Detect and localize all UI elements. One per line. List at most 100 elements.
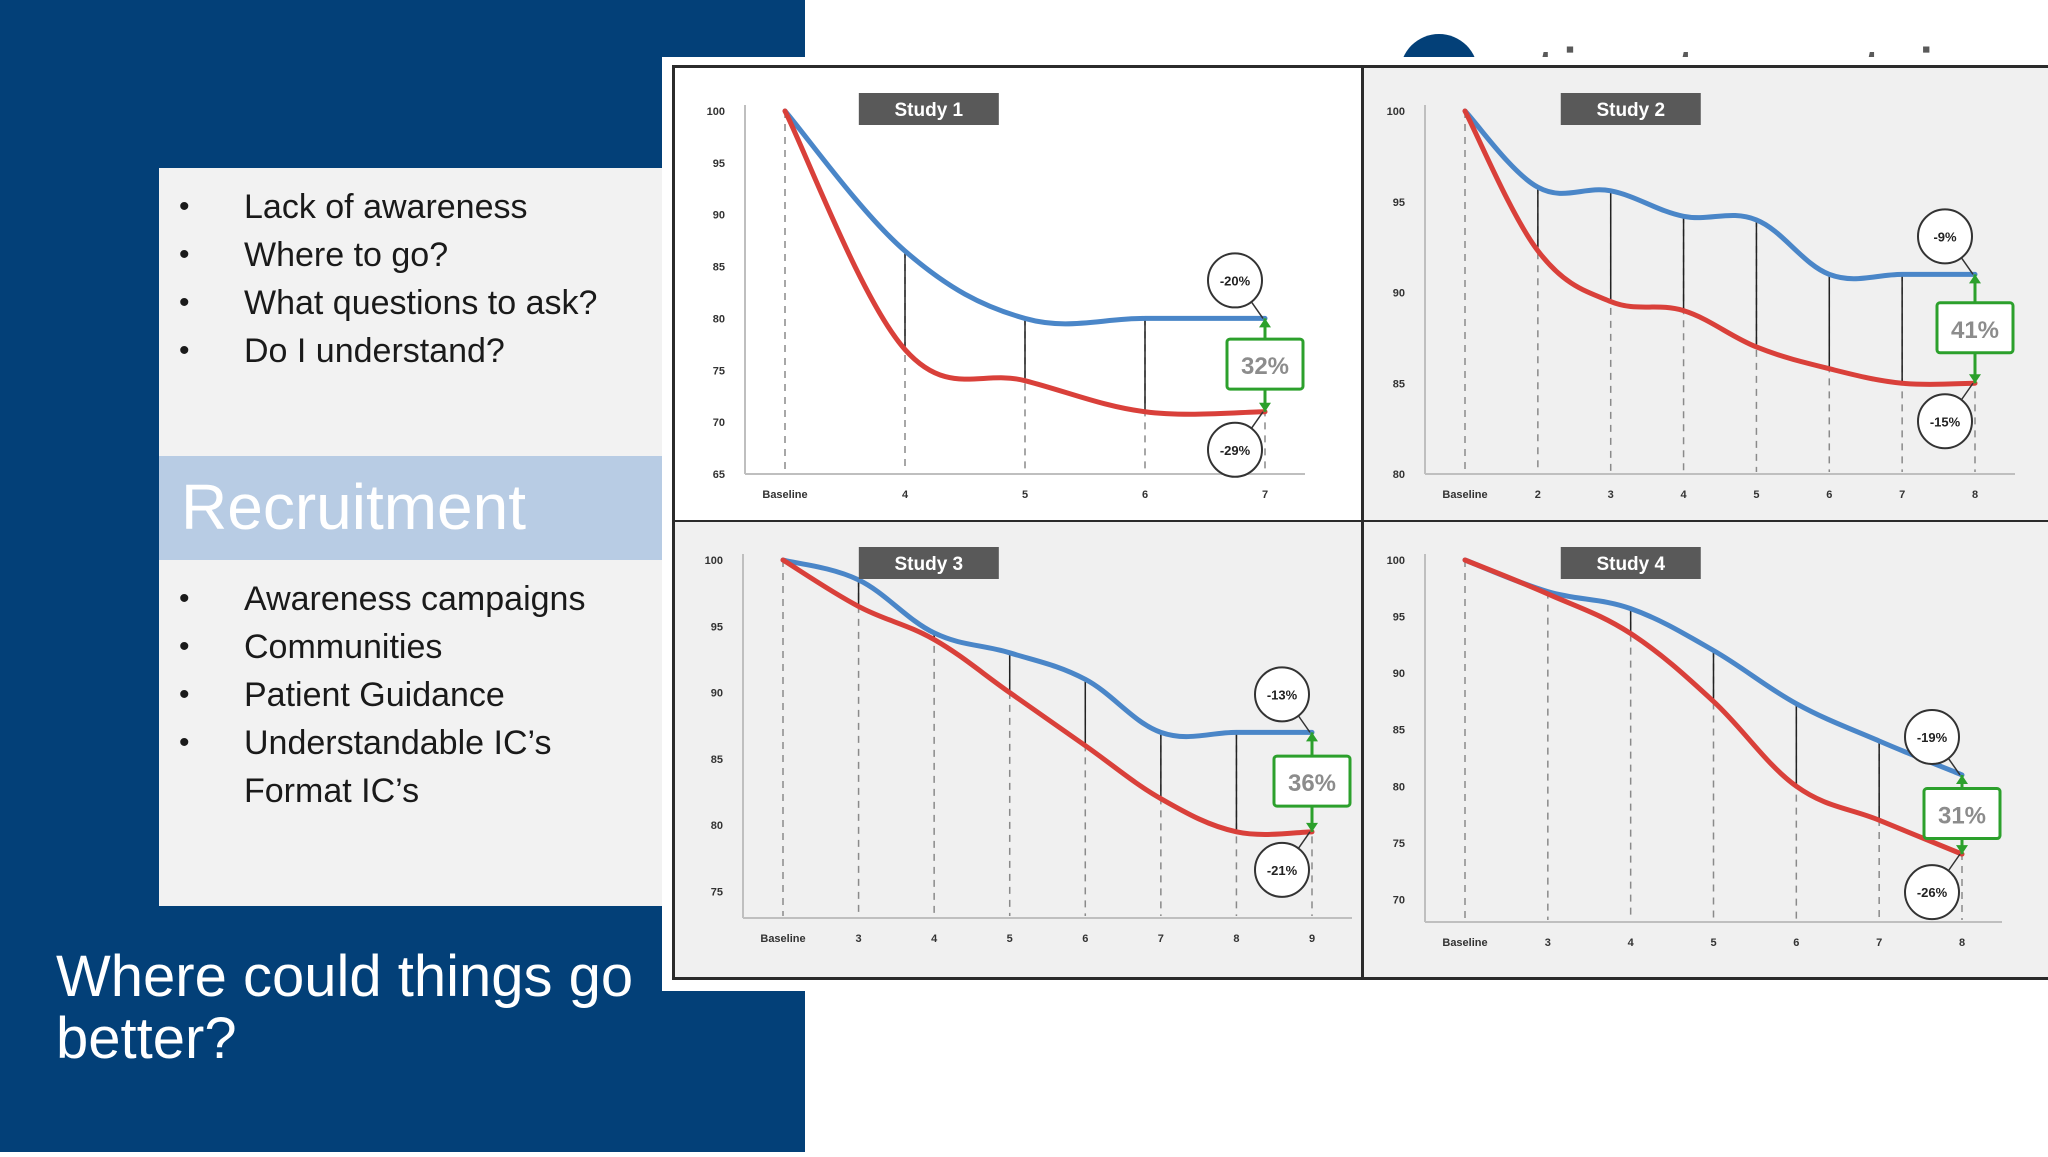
x-tick-label: 8 [1972, 489, 1978, 501]
gap-box [1922, 787, 2002, 841]
x-tick-label: 4 [902, 489, 909, 501]
x-tick-label: 6 [1826, 489, 1832, 501]
study-title: Study 2 [1596, 100, 1665, 121]
y-tick-label: 85 [1393, 725, 1405, 737]
x-tick-label: Baseline [1442, 489, 1487, 501]
x-tick-label: Baseline [760, 933, 805, 945]
x-tick-label: 5 [1753, 489, 1759, 501]
y-tick-label: 95 [711, 621, 723, 633]
callout-bubble [1207, 421, 1263, 478]
gap-percent-label: 41% [1951, 317, 1999, 344]
list-item: • Awareness campaigns [179, 580, 586, 618]
x-tick-label: 8 [1233, 933, 1239, 945]
study-chart-4: 100 95 90 85 80 75 70 Baseline 3 4 5 6 7 8 31% -19% -26%… [1364, 522, 2048, 977]
x-tick-label: Baseline [1442, 937, 1487, 949]
gap-percent-label: 31% [1938, 803, 1986, 830]
gap-box [1225, 337, 1305, 391]
list-item: • Patient Guidance [179, 676, 505, 714]
y-tick-label: 70 [713, 417, 725, 429]
list-item: • Where to go? [179, 236, 449, 274]
y-tick-label: 95 [1393, 197, 1405, 209]
list-item: • Do I understand? [179, 332, 505, 370]
slide-headline: Where could things go better? [56, 944, 634, 1071]
x-tick-label: 7 [1899, 489, 1905, 501]
study-title-box [1560, 547, 1701, 579]
study-title: Study 4 [1596, 554, 1665, 575]
list-item: • What questions to ask? [179, 284, 598, 322]
y-tick-label: 100 [705, 555, 723, 567]
series-line-red [780, 557, 1315, 837]
study-title: Study 3 [895, 554, 964, 575]
study-title: Study 1 [895, 100, 964, 121]
issues-list: • Lack of awareness • Where to go? • What q… [159, 183, 663, 375]
y-tick-label: 90 [1393, 668, 1405, 680]
recruitment-band: Recruitment [159, 456, 663, 560]
x-tick-label: 7 [1262, 489, 1268, 501]
list-item: • Understandable IC’s Format IC’s [179, 724, 552, 810]
y-tick-label: 80 [713, 313, 725, 325]
callout-bubble [1904, 864, 1960, 921]
y-tick-label: 85 [711, 754, 723, 766]
y-tick-label: 75 [711, 886, 723, 898]
y-tick-label: 85 [713, 262, 725, 274]
gap-arrow-top [1969, 274, 1981, 284]
x-tick-label: 6 [1793, 937, 1799, 949]
series-line-blue [782, 108, 1268, 327]
x-tick-label: 4 [1628, 937, 1635, 949]
series-line-blue [1462, 108, 1978, 282]
chart-panel-bg [675, 522, 1361, 977]
callout-bottom-label: -29% [1220, 443, 1251, 458]
x-tick-label: 5 [1710, 937, 1716, 949]
gap-box [1272, 754, 1352, 808]
callout-bottom-label: -26% [1917, 885, 1948, 900]
gap-arrow-bottom [1969, 374, 1981, 384]
study-chart-2: 100 95 90 85 80 Baseline 2 3 4 5 6 7 8 41% -9% -15% Stud… [1364, 68, 2048, 520]
y-tick-label: 65 [713, 469, 725, 481]
x-tick-label: 5 [1022, 489, 1028, 501]
callout-bubble [1904, 708, 1960, 765]
x-tick-label: 5 [1007, 933, 1013, 945]
y-tick-label: 85 [1393, 378, 1405, 390]
x-tick-label: 7 [1158, 933, 1164, 945]
callout-bottom-label: -21% [1267, 863, 1298, 878]
y-tick-label: 80 [1393, 469, 1405, 481]
list-item: • Lack of awareness [179, 188, 528, 226]
x-tick-label: 8 [1959, 937, 1965, 949]
study-title-box [858, 93, 999, 125]
y-tick-label: 75 [713, 365, 725, 377]
x-tick-label: 6 [1142, 489, 1148, 501]
callout-bubble [1254, 841, 1310, 898]
callout-top-label: -13% [1267, 687, 1298, 702]
y-tick-label: 80 [711, 820, 723, 832]
gap-arrow-bottom [1306, 822, 1318, 832]
callout-top-label: -19% [1917, 730, 1948, 745]
x-tick-label: 3 [1608, 489, 1614, 501]
callout-bubble [1917, 393, 1973, 450]
y-tick-label: 80 [1393, 781, 1405, 793]
gap-arrow-top [1306, 732, 1318, 742]
callout-top-label: -9% [1933, 229, 1957, 244]
section-title: Recruitment [181, 471, 526, 543]
x-tick-label: 4 [1681, 489, 1688, 501]
y-tick-label: 90 [711, 688, 723, 700]
y-tick-label: 100 [1387, 555, 1405, 567]
callout-bubble [1207, 252, 1263, 309]
x-tick-label: 7 [1876, 937, 1882, 949]
gap-percent-label: 36% [1288, 770, 1336, 797]
x-tick-label: 6 [1082, 933, 1088, 945]
y-tick-label: 70 [1393, 894, 1405, 906]
callout-bubble [1917, 208, 1973, 265]
callout-top-label: -20% [1220, 273, 1251, 288]
y-tick-label: 100 [707, 106, 725, 118]
list-item: • Communities [179, 628, 443, 666]
study-chart-3: 100 95 90 85 80 75 Baseline 3 4 5 6 7 8 9 36% -13% -21% S… [675, 522, 1361, 977]
y-tick-label: 100 [1387, 106, 1405, 118]
x-tick-label: 2 [1535, 489, 1541, 501]
solutions-list: • Awareness campaigns • Communities • Patie… [159, 575, 663, 815]
gap-arrow-top [1956, 774, 1968, 784]
y-tick-label: 75 [1393, 838, 1405, 850]
callout-bubble [1254, 666, 1310, 723]
study-chart-1: 100 95 90 85 80 75 70 65 Baseline 4 5 6 7 32% -20% -29%… [675, 68, 1361, 520]
